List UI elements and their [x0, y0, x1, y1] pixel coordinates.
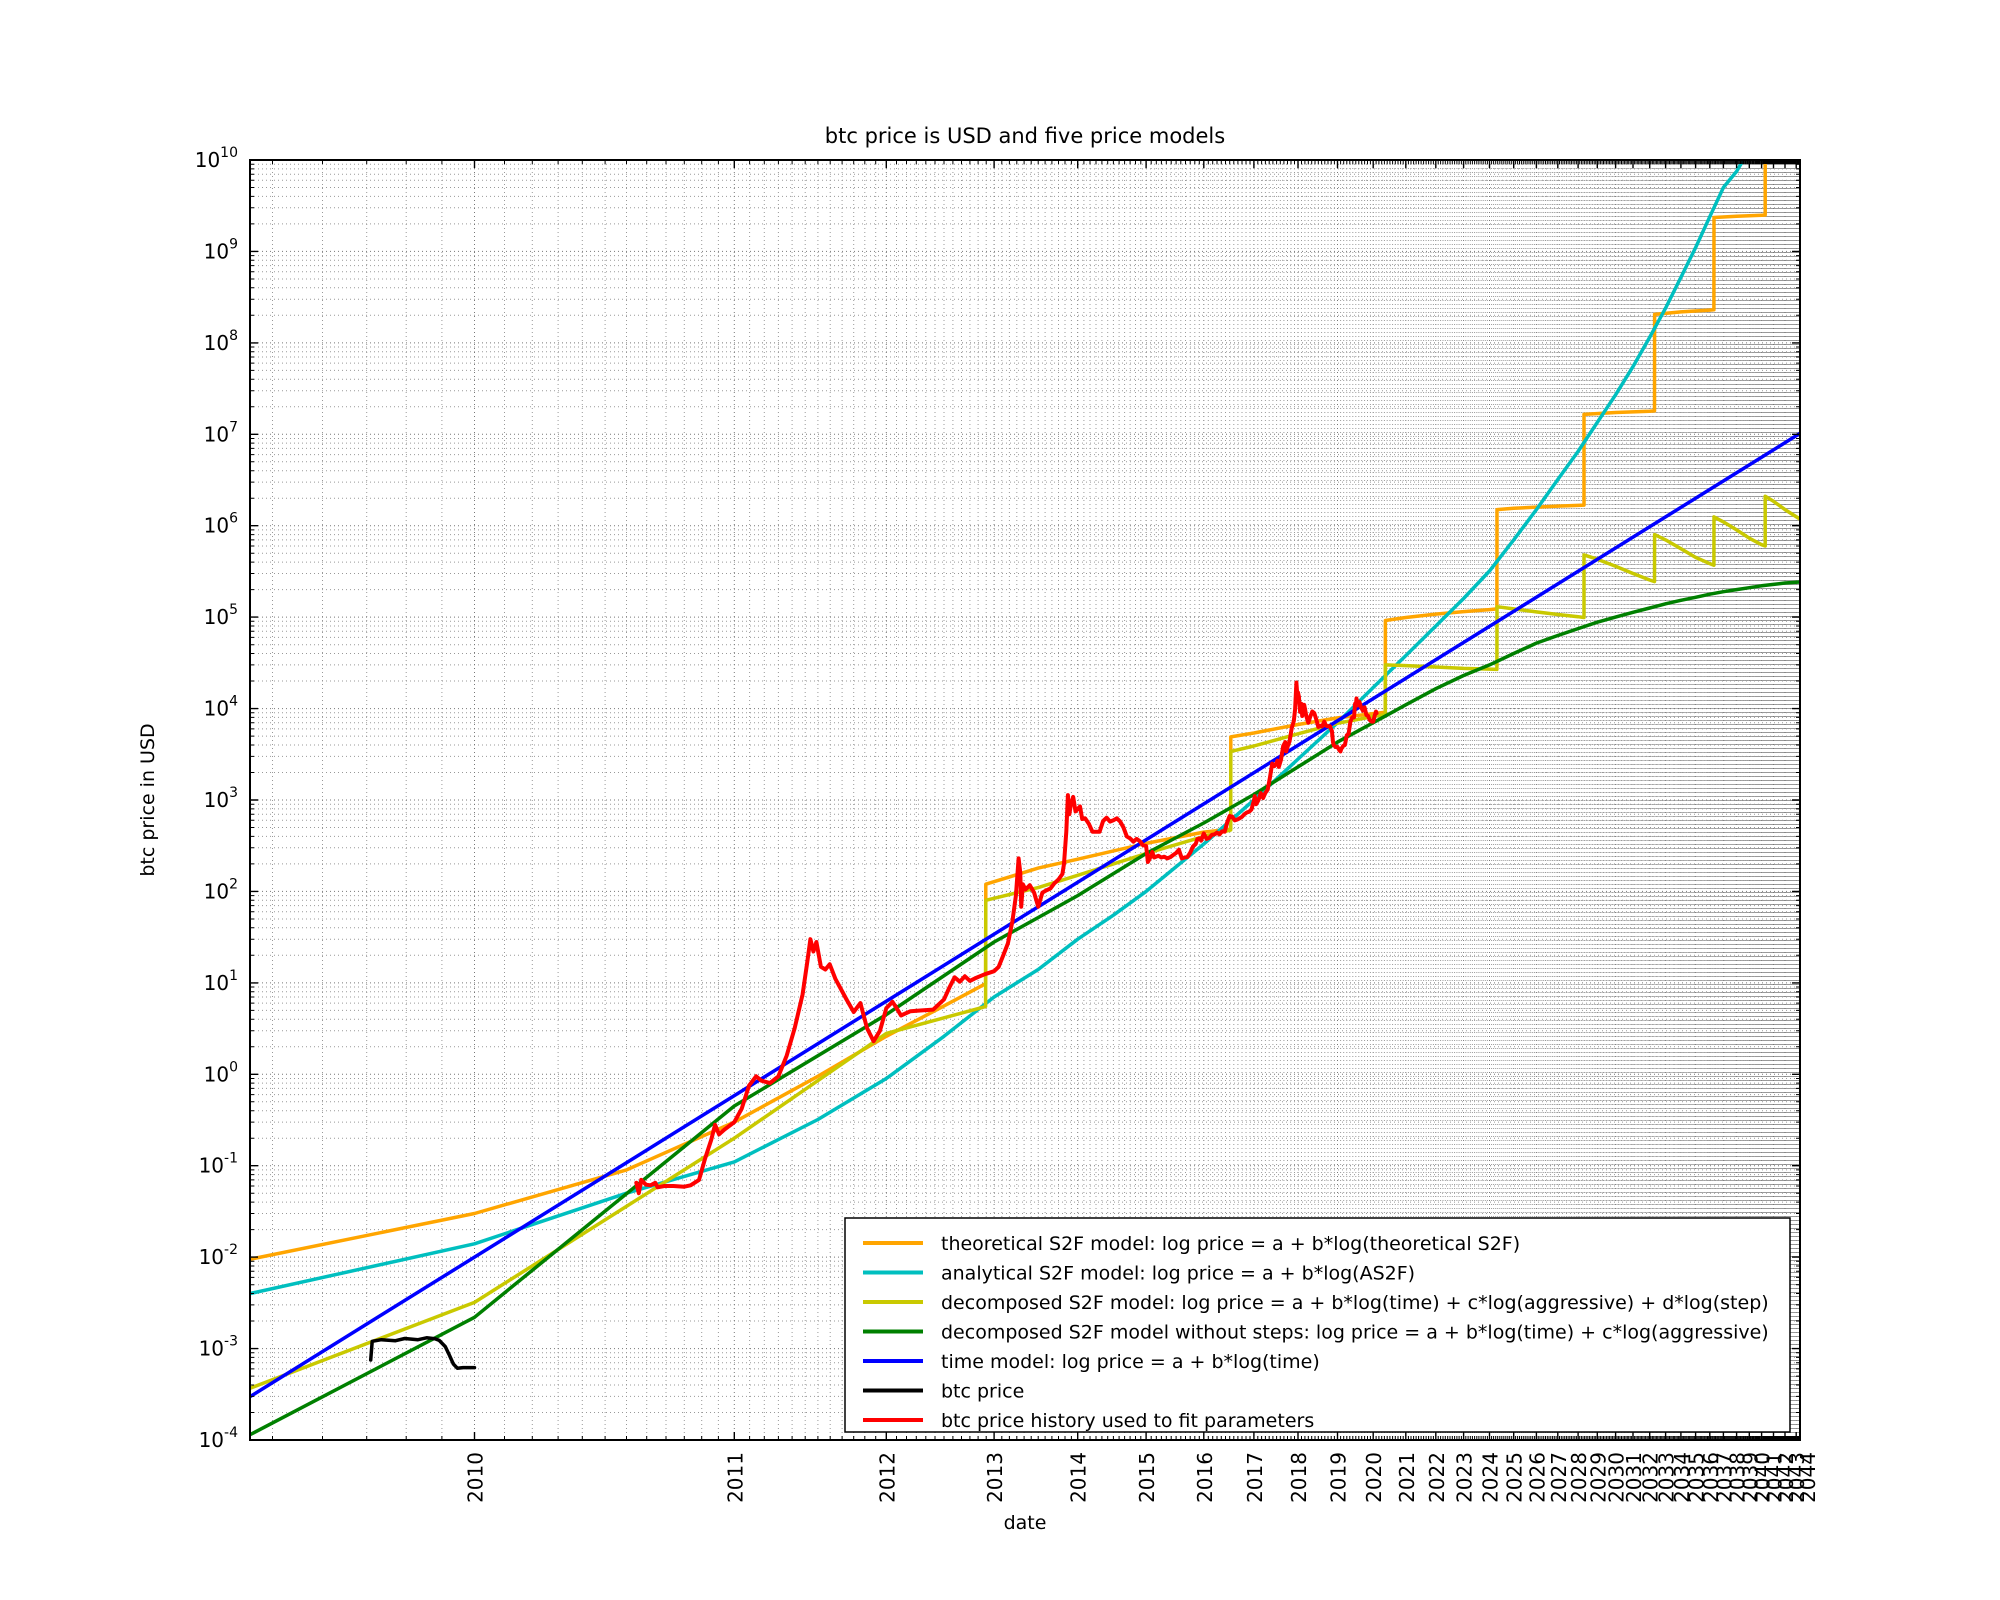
- legend-label-decomposed-s2f: decomposed S2F model: log price = a + b*…: [941, 1292, 1769, 1314]
- x-tick-label-2031: 2031: [1622, 1452, 1646, 1503]
- legend-entry-analytical-s2f: analytical S2F model: log price = a + b*…: [863, 1263, 1415, 1285]
- y-tick-label-1e-3: 10-3: [199, 1334, 238, 1361]
- series-decomposed-s2f-no-steps: [250, 580, 1800, 1437]
- x-tick-label-2030: 2030: [1605, 1452, 1629, 1503]
- x-tick-label-2022: 2022: [1425, 1452, 1449, 1503]
- x-tick-label-2037: 2037: [1712, 1452, 1736, 1503]
- y-tick-label-1e4: 104: [204, 694, 238, 721]
- series-time-model: [250, 431, 1800, 1399]
- x-tick-label-2010: 2010: [464, 1452, 488, 1503]
- legend: theoretical S2F model: log price = a + b…: [844, 1217, 1791, 1433]
- x-tick-label-2013: 2013: [983, 1452, 1007, 1503]
- grid-major: [250, 159, 1800, 1441]
- y-tick-label-1e10: 1010: [195, 145, 238, 172]
- plot-border: [249, 159, 1801, 1441]
- x-tick-label-2032: 2032: [1639, 1452, 1663, 1503]
- y-tick-labels: 1010 109 108 107 106 105 104 103 102 101 100 10-1 10…: [195, 145, 238, 1452]
- x-tick-label-2019: 2019: [1327, 1452, 1351, 1503]
- y-tick-label-1e9: 109: [204, 236, 238, 263]
- legend-label-time-model: time model: log price = a + b*log(time): [941, 1351, 1320, 1373]
- x-tick-label-2039: 2039: [1738, 1452, 1762, 1503]
- legend-entry-btc-price: btc price: [863, 1381, 1024, 1403]
- x-axis-label: date: [1003, 1512, 1047, 1534]
- y-tick-label-1e-4: 10-4: [199, 1425, 239, 1452]
- legend-entry-decomposed-s2f-no-steps: decomposed S2F model without steps: log …: [863, 1322, 1769, 1344]
- y-tick-label-1e0: 100: [204, 1059, 238, 1086]
- chart-title: btc price is USD and five price models: [824, 124, 1226, 148]
- axis-minor-ticks: [250, 160, 1800, 1440]
- x-tick-label-2021: 2021: [1395, 1452, 1419, 1503]
- x-tick-label-2029: 2029: [1586, 1452, 1610, 1503]
- legend-label-btc-price: btc price: [941, 1381, 1024, 1403]
- x-tick-label-2025: 2025: [1503, 1452, 1527, 1503]
- x-tick-label-2034: 2034: [1670, 1452, 1694, 1503]
- x-tick-label-2015: 2015: [1135, 1452, 1159, 1503]
- x-tick-labels: 2010 2011 2012 2013 2014 2015 2016 2017 2018 2019…: [464, 1452, 1821, 1503]
- legend-label-decomposed-s2f-no-steps: decomposed S2F model without steps: log …: [941, 1322, 1769, 1344]
- x-tick-label-2017: 2017: [1243, 1452, 1267, 1503]
- x-tick-label-2028: 2028: [1567, 1452, 1591, 1503]
- x-tick-label-2014: 2014: [1067, 1452, 1091, 1503]
- series-analytical-s2f: [250, 160, 1746, 1296]
- series-group: [250, 160, 1800, 1437]
- x-tick-label-2033: 2033: [1655, 1452, 1679, 1503]
- x-tick-label-2041: 2041: [1762, 1452, 1786, 1503]
- y-tick-label-1e1: 101: [204, 968, 238, 995]
- legend-entry-theoretical-s2f: theoretical S2F model: log price = a + b…: [863, 1233, 1520, 1255]
- x-tick-label-2012: 2012: [875, 1452, 899, 1503]
- legend-label-theoretical-s2f: theoretical S2F model: log price = a + b…: [941, 1233, 1520, 1255]
- x-tick-label-2024: 2024: [1478, 1452, 1502, 1503]
- x-tick-label-2035: 2035: [1685, 1452, 1709, 1503]
- legend-label-analytical-s2f: analytical S2F model: log price = a + b*…: [941, 1263, 1415, 1285]
- series-btc-price: [368, 1336, 477, 1370]
- legend-entry-btc-price-history: btc price history used to fit parameters: [863, 1410, 1314, 1432]
- y-tick-label-1e2: 102: [204, 876, 238, 903]
- x-tick-label-2027: 2027: [1547, 1452, 1571, 1503]
- x-tick-label-2043: 2043: [1785, 1452, 1809, 1503]
- y-tick-label-1e6: 106: [204, 511, 238, 538]
- y-tick-label-1e-2: 10-2: [199, 1242, 238, 1269]
- axis-major-ticks: [250, 159, 1800, 1441]
- y-tick-label-1e7: 107: [204, 419, 238, 446]
- legend-entry-decomposed-s2f: decomposed S2F model: log price = a + b*…: [863, 1292, 1769, 1314]
- y-tick-label-1e8: 108: [204, 328, 238, 355]
- y-tick-label-1e5: 105: [204, 602, 238, 629]
- x-tick-label-2040: 2040: [1751, 1452, 1775, 1503]
- y-tick-label-1e-1: 10-1: [199, 1151, 238, 1178]
- x-tick-label-2044: 2044: [1796, 1452, 1820, 1503]
- legend-label-btc-price-history: btc price history used to fit parameters: [941, 1410, 1314, 1432]
- x-tick-label-2018: 2018: [1287, 1452, 1311, 1503]
- legend-box: [844, 1217, 1791, 1433]
- x-tick-label-2011: 2011: [723, 1452, 747, 1503]
- x-tick-label-2042: 2042: [1774, 1452, 1798, 1503]
- x-tick-label-2023: 2023: [1453, 1452, 1477, 1503]
- x-tick-label-2036: 2036: [1699, 1452, 1723, 1503]
- y-tick-label-1e3: 103: [204, 785, 238, 812]
- legend-entry-time-model: time model: log price = a + b*log(time): [863, 1351, 1320, 1373]
- x-tick-label-2016: 2016: [1193, 1452, 1217, 1503]
- x-tick-label-2026: 2026: [1525, 1452, 1549, 1503]
- x-tick-label-2038: 2038: [1726, 1452, 1750, 1503]
- series-btc-price-history: [634, 680, 1379, 1196]
- x-tick-label-2020: 2020: [1362, 1452, 1386, 1503]
- series-decomposed-s2f: [250, 494, 1800, 1390]
